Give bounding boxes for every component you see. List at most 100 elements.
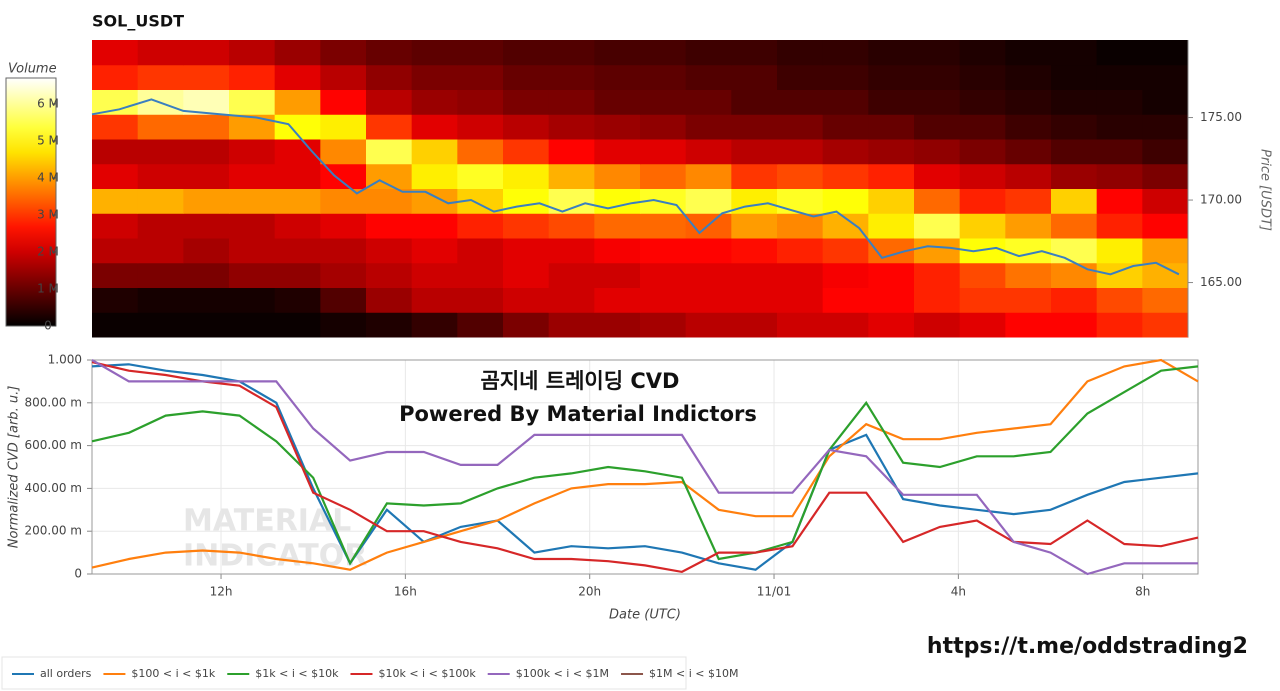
heat-cell [183, 64, 230, 90]
heat-cell [457, 163, 504, 189]
heat-cell [822, 287, 869, 313]
heat-cell [777, 188, 824, 214]
heat-cell [868, 262, 915, 288]
heat-cell [777, 64, 824, 90]
heat-cell [731, 64, 778, 90]
heat-cell [366, 312, 413, 338]
heat-cell [594, 40, 641, 66]
heat-cell [411, 40, 458, 66]
heat-cell [411, 163, 458, 189]
heat-cell [1051, 312, 1098, 338]
heat-cell [868, 163, 915, 189]
heat-cell [777, 40, 824, 66]
heat-cell [183, 238, 230, 264]
heat-cell [366, 213, 413, 239]
heat-cell [914, 139, 961, 165]
heat-cell [274, 64, 321, 90]
heat-cell [640, 238, 687, 264]
cvd-axis-title: Normalized CVD [arb. u.] [7, 386, 22, 549]
heat-cell [868, 188, 915, 214]
heat-cell [411, 89, 458, 115]
heat-cell [959, 163, 1006, 189]
heat-cell [1005, 312, 1052, 338]
heat-cell [685, 64, 732, 90]
heat-cell [685, 40, 732, 66]
heat-cell [137, 114, 184, 140]
heat-cell [183, 287, 230, 313]
cvd-line [91, 358, 1199, 571]
heat-cell [959, 64, 1006, 90]
heat-cell [137, 40, 184, 66]
heat-cell [548, 64, 595, 90]
heat-cell [503, 238, 550, 264]
colorbar-tick-label: 6 M [37, 96, 59, 110]
heat-cell [503, 139, 550, 165]
heat-cell [640, 114, 687, 140]
heat-cell [229, 114, 276, 140]
colorbar-title: Volume [8, 62, 57, 77]
heat-cell [594, 139, 641, 165]
heat-cell [548, 312, 595, 338]
heat-cell [822, 89, 869, 115]
heat-cell [731, 213, 778, 239]
heat-cell [548, 139, 595, 165]
heat-cell [914, 213, 961, 239]
colorbar-tick-label: 4 M [37, 170, 59, 184]
heat-cell [183, 262, 230, 288]
heat-cell [92, 287, 139, 313]
heat-cell [274, 287, 321, 313]
heat-cell [1005, 89, 1052, 115]
heat-cell [320, 262, 367, 288]
heat-cell [229, 139, 276, 165]
heat-cell [685, 89, 732, 115]
y-tick-label: 0 [74, 567, 82, 581]
x-tick-label: 8h [1135, 585, 1150, 599]
link[interactable]: https://t.me/oddstrading2 [927, 634, 1248, 659]
heat-cell [274, 163, 321, 189]
heat-cell [137, 262, 184, 288]
heat-cell [1096, 287, 1143, 313]
heat-cell [366, 114, 413, 140]
heat-cell [1005, 64, 1052, 90]
heat-cell [594, 213, 641, 239]
heat-cell [1142, 287, 1189, 313]
plot-frame [91, 359, 1199, 575]
annotation: 곰지네 트레이딩 CVD [481, 369, 680, 393]
heat-cell [503, 40, 550, 66]
legend-label: $100k < i < $1M [516, 667, 609, 680]
price-axis-title: Price [USDT] [1258, 149, 1273, 231]
heat-cell [777, 114, 824, 140]
y-tick-label: 800.00 m [25, 395, 83, 409]
heat-cell [92, 213, 139, 239]
y-tick-label: 165.00 [1200, 275, 1242, 289]
heat-cell [503, 287, 550, 313]
heat-cell [594, 287, 641, 313]
heat-cell [411, 114, 458, 140]
heat-cell [411, 312, 458, 338]
heat-cell [229, 312, 276, 338]
heat-cell [183, 114, 230, 140]
heat-cell [503, 312, 550, 338]
heat-cell [959, 262, 1006, 288]
heat-cell [366, 139, 413, 165]
heat-cell [548, 163, 595, 189]
heat-cell [457, 114, 504, 140]
heat-cell [914, 114, 961, 140]
heat-cell [1142, 238, 1189, 264]
x-tick-label: 11/01 [757, 585, 792, 599]
heat-cell [868, 312, 915, 338]
heat-cell [92, 163, 139, 189]
heat-cell [731, 262, 778, 288]
heat-cell [183, 188, 230, 214]
heat-cell [274, 139, 321, 165]
heat-cell [914, 287, 961, 313]
y-tick-label: 170.00 [1200, 193, 1242, 207]
heat-cell [503, 262, 550, 288]
heat-cell [1142, 89, 1189, 115]
heat-cell [320, 114, 367, 140]
heat-cell [503, 163, 550, 189]
heat-cell [366, 40, 413, 66]
y-tick-label: 175.00 [1200, 110, 1242, 124]
heat-cell [731, 287, 778, 313]
